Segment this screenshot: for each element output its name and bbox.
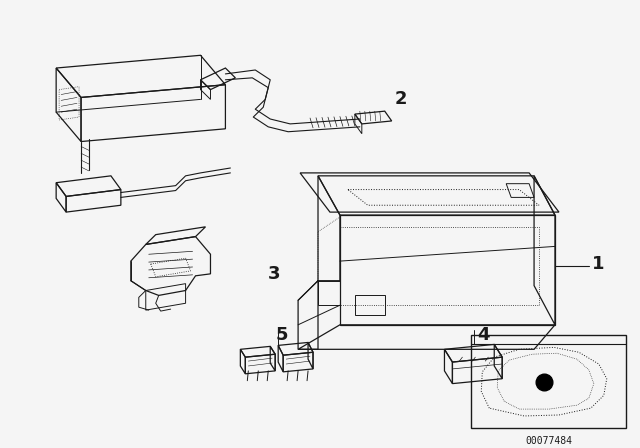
Text: 3: 3 xyxy=(268,265,281,283)
Text: 2: 2 xyxy=(395,90,407,108)
Bar xyxy=(471,335,626,428)
Text: 00077484: 00077484 xyxy=(525,435,573,446)
Text: 4: 4 xyxy=(477,326,490,344)
Text: 1: 1 xyxy=(592,255,604,273)
Text: 5: 5 xyxy=(275,326,288,344)
